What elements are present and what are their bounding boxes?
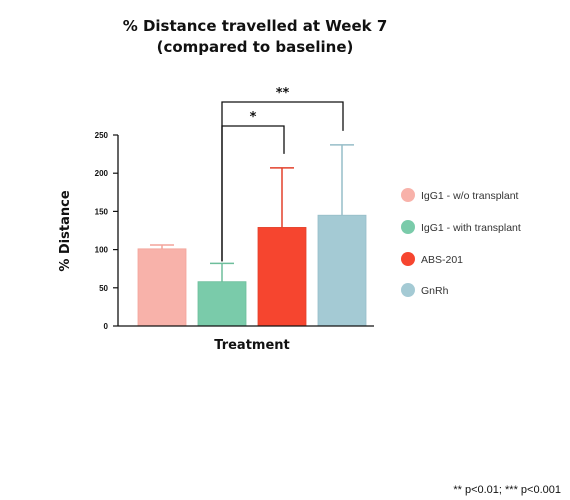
legend: IgG1 - w/o transplant IgG1 - with transpl…: [401, 188, 521, 297]
significance-bracket-2: [221, 101, 344, 262]
bar-3: [257, 227, 307, 327]
bar-4: [317, 214, 367, 327]
significance-footnote: ** p<0.01; *** p<0.001: [453, 484, 561, 496]
legend-label-3: ABS-201: [421, 254, 463, 266]
legend-swatch-1: [401, 188, 415, 202]
y-tick-label-200: 200: [95, 169, 109, 178]
bars-layer: [137, 144, 367, 327]
legend-swatch-4: [401, 283, 415, 297]
significance-brackets: ***: [221, 86, 344, 262]
y-axis-label: % Distance: [58, 190, 73, 271]
x-axis-label: Treatment: [214, 338, 290, 353]
y-tick-label-50: 50: [99, 284, 108, 293]
bar-2: [197, 281, 247, 327]
y-tick-label-150: 150: [95, 207, 109, 216]
chart-title-line-2: (compared to baseline): [157, 38, 354, 56]
y-tick-label-250: 250: [95, 131, 109, 140]
significance-label-2: **: [276, 86, 290, 101]
legend-label-4: GnRh: [421, 285, 449, 297]
chart-title-line-1: % Distance travelled at Week 7: [123, 17, 388, 35]
y-axis: 0 50 100 150 200 250: [95, 131, 374, 331]
y-tick-label-100: 100: [95, 246, 109, 255]
legend-label-2: IgG1 - with transplant: [421, 222, 521, 234]
y-tick-label-0: 0: [104, 322, 109, 331]
legend-swatch-2: [401, 220, 415, 234]
significance-label-1: *: [250, 110, 257, 125]
legend-label-1: IgG1 - w/o transplant: [421, 190, 519, 202]
bar-1: [137, 248, 187, 327]
legend-swatch-3: [401, 252, 415, 266]
